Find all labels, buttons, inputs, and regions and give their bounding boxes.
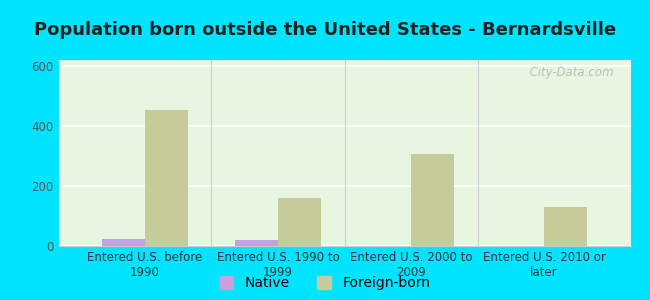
Bar bbox=[145, 110, 188, 246]
Bar bbox=[103, 238, 145, 246]
Text: Population born outside the United States - Bernardsville: Population born outside the United State… bbox=[34, 21, 616, 39]
Legend: Native, Foreign-born: Native, Foreign-born bbox=[220, 276, 430, 290]
Bar bbox=[544, 207, 586, 246]
Bar bbox=[411, 154, 454, 246]
Text: City-Data.com: City-Data.com bbox=[522, 66, 614, 79]
Bar bbox=[278, 198, 320, 246]
Bar bbox=[235, 240, 278, 246]
